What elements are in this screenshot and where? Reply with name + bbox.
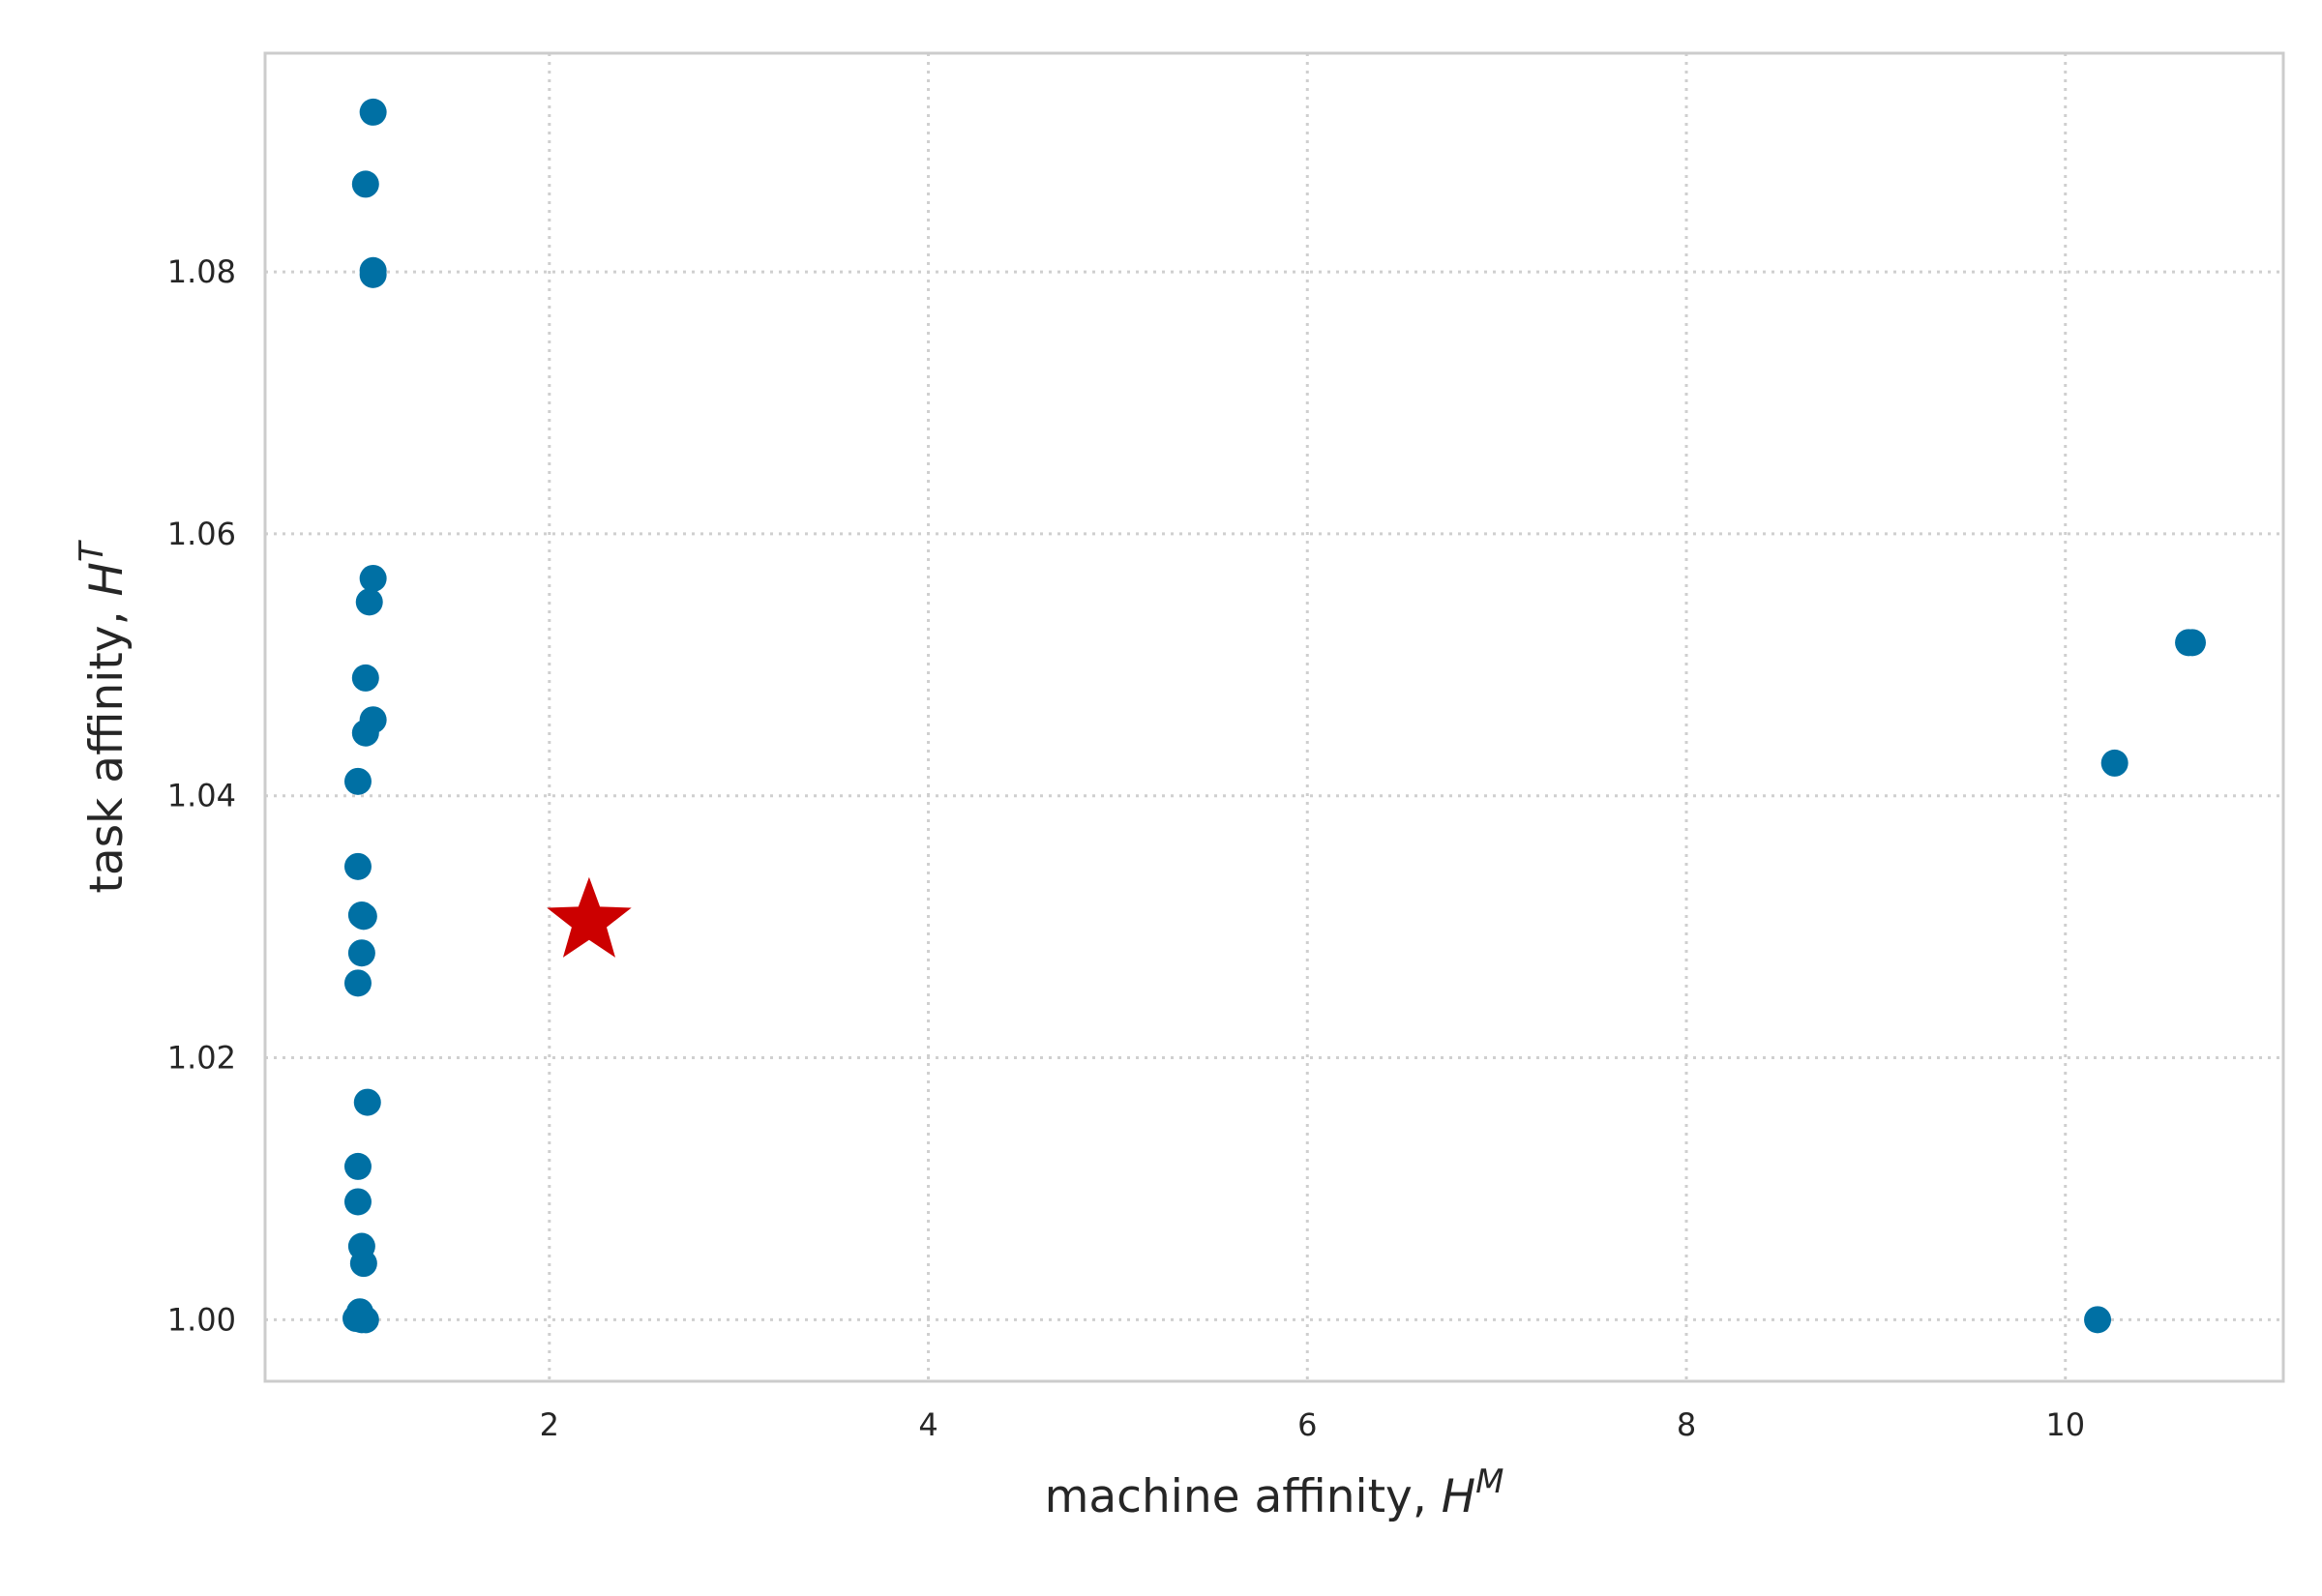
y-tick-label: 1.06 bbox=[167, 516, 236, 552]
data-point bbox=[343, 767, 372, 795]
data-point bbox=[353, 1088, 381, 1116]
data-point bbox=[359, 564, 387, 592]
data-point bbox=[2084, 1306, 2112, 1334]
data-point bbox=[351, 1306, 379, 1334]
x-tick-label: 2 bbox=[540, 1406, 559, 1443]
data-point bbox=[343, 1152, 372, 1180]
data-point bbox=[349, 1250, 377, 1278]
data-point bbox=[2100, 749, 2128, 777]
data-point bbox=[359, 260, 387, 288]
y-tick-label: 1.02 bbox=[167, 1040, 236, 1077]
x-tick-label: 6 bbox=[1297, 1406, 1317, 1443]
data-point bbox=[2178, 629, 2206, 657]
data-point bbox=[355, 588, 383, 616]
y-tick-label: 1.04 bbox=[167, 778, 236, 814]
data-point bbox=[343, 852, 372, 880]
plot-frame bbox=[263, 51, 2285, 1383]
y-axis-label: task affinity, HT bbox=[73, 540, 134, 893]
data-point bbox=[343, 1188, 372, 1216]
tick-labels: 2 4 6 8 10 1.00 1.02 1.04 1.06 1.08 bbox=[167, 253, 2085, 1443]
data-point bbox=[351, 719, 379, 747]
data-point bbox=[359, 98, 387, 126]
y-tick-label: 1.08 bbox=[167, 253, 236, 290]
data-points bbox=[342, 98, 2206, 1334]
x-tick-label: 8 bbox=[1677, 1406, 1696, 1443]
x-tick-label: 10 bbox=[2045, 1406, 2085, 1443]
x-tick-label: 4 bbox=[918, 1406, 938, 1443]
data-point bbox=[349, 902, 377, 931]
data-point bbox=[351, 170, 379, 198]
y-tick-label: 1.00 bbox=[167, 1301, 236, 1338]
data-point bbox=[347, 939, 375, 967]
grid bbox=[265, 53, 2283, 1381]
data-point bbox=[343, 969, 372, 997]
data-point bbox=[351, 664, 379, 692]
star-marker bbox=[547, 876, 632, 958]
x-axis-label: machine affinity, HM bbox=[1045, 1463, 1504, 1523]
